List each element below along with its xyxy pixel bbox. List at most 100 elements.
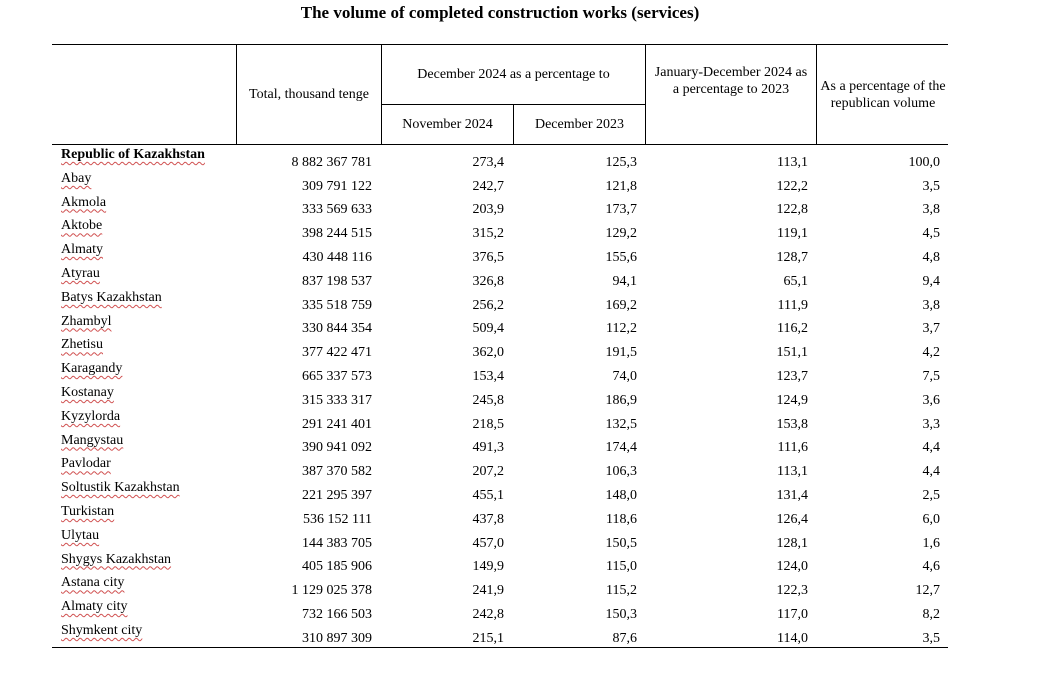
republican-share-cell: 4,5 [922, 226, 941, 242]
region-cell: Soltustik Kazakhstan [52, 480, 236, 504]
region-cell: Pavlodar [52, 456, 236, 480]
region-cell: Shygys Kazakhstan [52, 552, 236, 576]
jan-dec-percent-cell: 113,1 [777, 154, 808, 170]
header-divider [381, 44, 382, 144]
jan-dec-percent-cell: 116,2 [777, 321, 808, 337]
republican-share-cell: 2,5 [922, 487, 941, 503]
jan-dec-percent-cell: 117,0 [777, 606, 808, 622]
jan-dec-percent-cell: 111,6 [777, 440, 808, 456]
table-row: Batys Kazakhstan 335 518 759 256,2 169,2 111… [52, 290, 948, 314]
header-december-2023: December 2023 [534, 117, 625, 132]
republican-share-cell: 9,4 [922, 273, 941, 289]
november-percent-cell: 215,1 [472, 630, 505, 646]
table-row: Mangystau 390 941 092 491,3 174,4 111,6 4,4 [52, 433, 948, 457]
region-cell: Kostanay [52, 385, 236, 409]
jan-dec-percent-cell: 123,7 [776, 368, 809, 384]
total-cell: 310 897 309 [302, 630, 372, 646]
table-row: Pavlodar 387 370 582 207,2 106,3 113,1 4,4 [52, 456, 948, 480]
republican-share-cell: 4,4 [922, 464, 941, 480]
region-cell: Akmola [52, 195, 236, 219]
total-cell: 1 129 025 378 [291, 583, 373, 599]
december-percent-cell: 169,2 [605, 297, 638, 313]
table-row: Zhambyl 330 844 354 509,4 112,2 116,2 3,7 [52, 314, 948, 338]
december-percent-cell: 112,2 [606, 321, 637, 337]
table-row: Zhetisu 377 422 471 362,0 191,5 151,1 4,2 [52, 337, 948, 361]
region-name: Aktobe [61, 218, 103, 234]
construction-table: Republic of Kazakhstan 8 882 367 781 273,4… [52, 147, 948, 647]
region-cell: Ulytau [52, 528, 236, 552]
table-row: Soltustik Kazakhstan 221 295 397 455,1 148,… [52, 480, 948, 504]
table-row: Shygys Kazakhstan 405 185 906 149,9 115,0 12… [52, 552, 948, 576]
november-percent-cell: 509,4 [472, 321, 505, 337]
total-cell: 390 941 092 [302, 440, 372, 456]
header-divider [816, 44, 817, 144]
table-row: Atyrau 837 198 537 326,8 94,1 65,1 9,4 [52, 266, 948, 290]
jan-dec-percent-cell: 128,7 [776, 249, 809, 265]
total-cell: 398 244 515 [302, 226, 372, 242]
table-top-rule [52, 44, 948, 45]
november-percent-cell: 437,8 [472, 511, 505, 527]
region-cell: Zhambyl [52, 314, 236, 338]
region-name: Soltustik Kazakhstan [61, 480, 180, 496]
republican-share-cell: 3,8 [922, 202, 941, 218]
region-cell: Batys Kazakhstan [52, 290, 236, 314]
total-cell: 144 383 705 [302, 535, 372, 551]
region-name: Kyzylorda [61, 408, 121, 424]
republican-share-cell: 3,6 [922, 392, 941, 408]
region-cell: Astana city [52, 575, 236, 599]
region-name: Ulytau [61, 527, 100, 543]
region-name: Karagandy [61, 361, 123, 377]
region-cell: Mangystau [52, 433, 236, 457]
region-name: Mangystau [61, 432, 124, 448]
november-percent-cell: 491,3 [472, 440, 505, 456]
region-name: Shygys Kazakhstan [61, 551, 172, 567]
december-percent-cell: 125,3 [605, 154, 638, 170]
republican-share-cell: 3,3 [922, 416, 941, 432]
header-december-group: December 2024 as a percentage to [417, 67, 610, 82]
header-subdivider [381, 104, 645, 105]
region-name: Batys Kazakhstan [61, 289, 162, 305]
jan-dec-percent-cell: 131,4 [776, 487, 809, 503]
region-name: Republic of Kazakhstan [61, 147, 205, 162]
december-percent-cell: 129,2 [605, 226, 638, 242]
region-name: Almaty city [61, 599, 128, 615]
december-percent-cell: 155,6 [605, 249, 638, 265]
region-name: Pavlodar [61, 456, 111, 472]
total-cell: 536 152 111 [303, 511, 372, 527]
december-percent-cell: 121,8 [605, 178, 638, 194]
total-cell: 732 166 503 [302, 606, 372, 622]
december-percent-cell: 191,5 [605, 345, 638, 361]
november-percent-cell: 207,2 [472, 464, 505, 480]
jan-dec-percent-cell: 119,1 [777, 226, 808, 242]
region-cell: Republic of Kazakhstan [52, 147, 236, 171]
header-total: Total, thousand tenge [249, 87, 369, 102]
region-name: Shymkent city [61, 622, 143, 638]
december-percent-cell: 173,7 [605, 202, 638, 218]
jan-dec-percent-cell: 122,2 [776, 178, 809, 194]
republican-share-cell: 100,0 [908, 154, 941, 170]
jan-dec-percent-cell: 153,8 [776, 416, 809, 432]
november-percent-cell: 242,8 [472, 606, 505, 622]
jan-dec-percent-cell: 122,8 [776, 202, 809, 218]
table-row: Almaty city 732 166 503 242,8 150,3 117,0 8,2 [52, 599, 948, 623]
total-cell: 335 518 759 [302, 297, 372, 313]
table-row: Kyzylorda 291 241 401 218,5 132,5 153,8 3,3 [52, 409, 948, 433]
table-row: Astana city 1 129 025 378 241,9 115,2 122,3 1… [52, 575, 948, 599]
november-percent-cell: 242,7 [472, 178, 505, 194]
table-body: Republic of Kazakhstan 8 882 367 781 273,4… [52, 147, 948, 647]
table-bottom-rule [52, 647, 948, 648]
republican-share-cell: 3,8 [922, 297, 941, 313]
jan-dec-percent-cell: 114,0 [777, 630, 808, 646]
december-percent-cell: 74,0 [612, 368, 638, 384]
total-cell: 333 569 633 [302, 202, 372, 218]
november-percent-cell: 315,2 [472, 226, 505, 242]
december-percent-cell: 148,0 [605, 487, 638, 503]
november-percent-cell: 376,5 [472, 249, 505, 265]
november-percent-cell: 457,0 [472, 535, 505, 551]
header-jan-dec: January-December 2024 as a percentage to… [654, 65, 808, 97]
table-row: Ulytau 144 383 705 457,0 150,5 128,1 1,6 [52, 528, 948, 552]
republican-share-cell: 4,2 [922, 345, 941, 361]
region-cell: Turkistan [52, 504, 236, 528]
republican-share-cell: 4,8 [922, 249, 941, 265]
page-title: The volume of completed construction wor… [300, 3, 700, 22]
